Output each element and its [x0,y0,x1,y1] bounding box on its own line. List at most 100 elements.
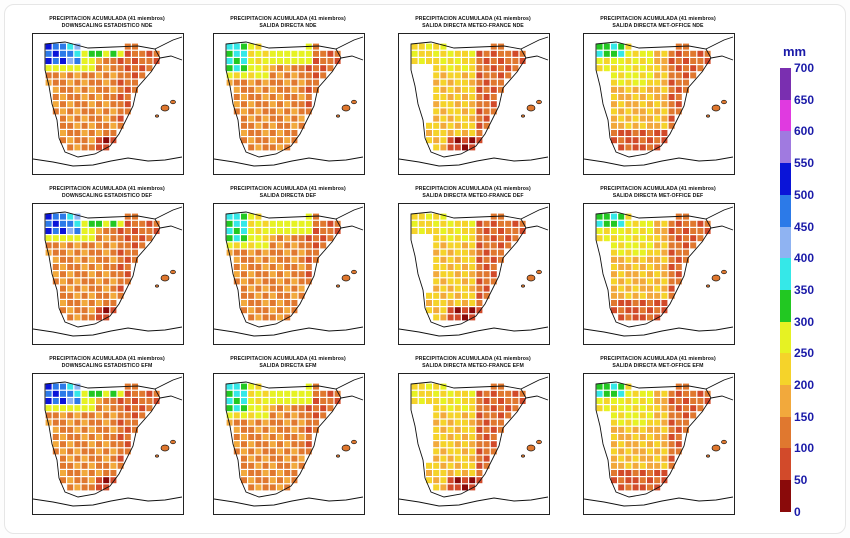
precip-cell [110,58,117,64]
precip-cell [683,426,689,433]
precip-cell [124,101,131,108]
map-panel: PRECIPITACION ACUMULADA (41 miembros) SA… [398,356,550,515]
precip-cell [661,235,668,242]
precip-cell [153,220,160,227]
precip-cell [255,390,262,397]
precip-cell [146,228,153,234]
colorbar-tick-label: 300 [794,314,815,329]
precip-cell [647,108,653,115]
precip-cell [117,278,124,285]
panel-title-line2: DOWNSCALING ESTADISTICO NDE [61,22,153,29]
map-canvas [33,376,183,507]
precip-cell [67,122,74,129]
precip-cell [697,50,704,57]
precip-cell [248,314,255,321]
precip-cell [675,242,682,249]
precip-cell [505,235,512,242]
precip-cell [418,271,425,278]
precip-cell [74,86,81,93]
precip-cell [45,50,52,57]
precip-cell [675,434,682,440]
precip-cell [661,455,668,462]
precip-cell [255,462,262,469]
precip-cell [313,79,319,86]
colorbar-tick-label: 250 [794,346,815,361]
precip-cell [233,101,240,108]
precip-cell [74,213,81,220]
precip-cell [81,115,88,122]
precip-cell [639,278,646,285]
precip-cell [661,79,668,86]
precip-cell [74,285,81,292]
precip-cell [88,405,95,412]
precip-cell [426,242,432,249]
precip-cell [284,314,291,321]
precip-cell [334,398,341,404]
precip-cell [462,398,468,404]
precip-cell [248,383,255,390]
precip-cell [490,220,497,227]
precip-cell [625,122,632,129]
precip-cell [647,58,653,64]
precip-cell [298,220,305,227]
precip-cell [298,249,305,256]
precip-cell [124,242,131,249]
precip-cell [88,108,95,115]
island [526,274,536,282]
precip-cell [110,130,117,136]
precip-cell [124,256,131,263]
precip-cell [81,434,88,440]
precip-cell [284,249,291,256]
precip-cell [603,441,610,448]
precip-cell [654,249,661,256]
coastline [584,156,734,167]
precip-cell [426,65,432,72]
precip-cell [291,86,298,93]
precip-cell [675,72,682,79]
precip-cell [233,220,240,227]
precip-cell [675,412,682,419]
precip-cell [60,108,66,115]
precip-cell [454,448,461,455]
precip-cell [81,122,88,129]
precip-cell [668,455,675,462]
precip-cell [611,228,617,234]
precip-cell [52,405,59,412]
precip-cell [675,220,682,227]
precip-cell [668,122,675,129]
precip-cell [462,412,468,419]
panel-title-line1: PRECIPITACION ACUMULADA (41 miembros) [230,16,346,22]
precipitation-map [398,203,550,345]
precip-cell [255,228,262,234]
precip-cell [611,390,617,397]
precip-cell [596,383,603,390]
precip-cell [647,405,653,412]
coastline [710,225,734,231]
precip-cell [139,72,146,79]
precip-cell [103,137,110,144]
map-panel: PRECIPITACION ACUMULADA (41 miembros) SA… [583,186,735,345]
precip-cell [96,314,102,321]
precip-cell [603,228,610,234]
precip-cell [298,264,305,270]
precip-cell [248,242,255,249]
precip-cell [110,470,117,476]
precip-cell [96,412,102,419]
precip-cell [146,220,153,227]
precip-cell [74,101,81,108]
precip-cell [277,86,283,93]
precip-cell [690,228,697,234]
precip-cell [226,405,233,412]
precip-cell [103,462,110,469]
coastline [154,36,183,50]
precip-cell [117,292,124,299]
precip-cell [81,264,88,270]
precip-cell [690,398,697,404]
precip-cell [469,405,476,412]
precip-cell [418,264,425,270]
precip-cell [690,65,697,72]
precip-cell [60,228,66,234]
precip-cell [255,271,262,278]
precip-cell [277,122,283,129]
precip-cell [433,43,440,50]
